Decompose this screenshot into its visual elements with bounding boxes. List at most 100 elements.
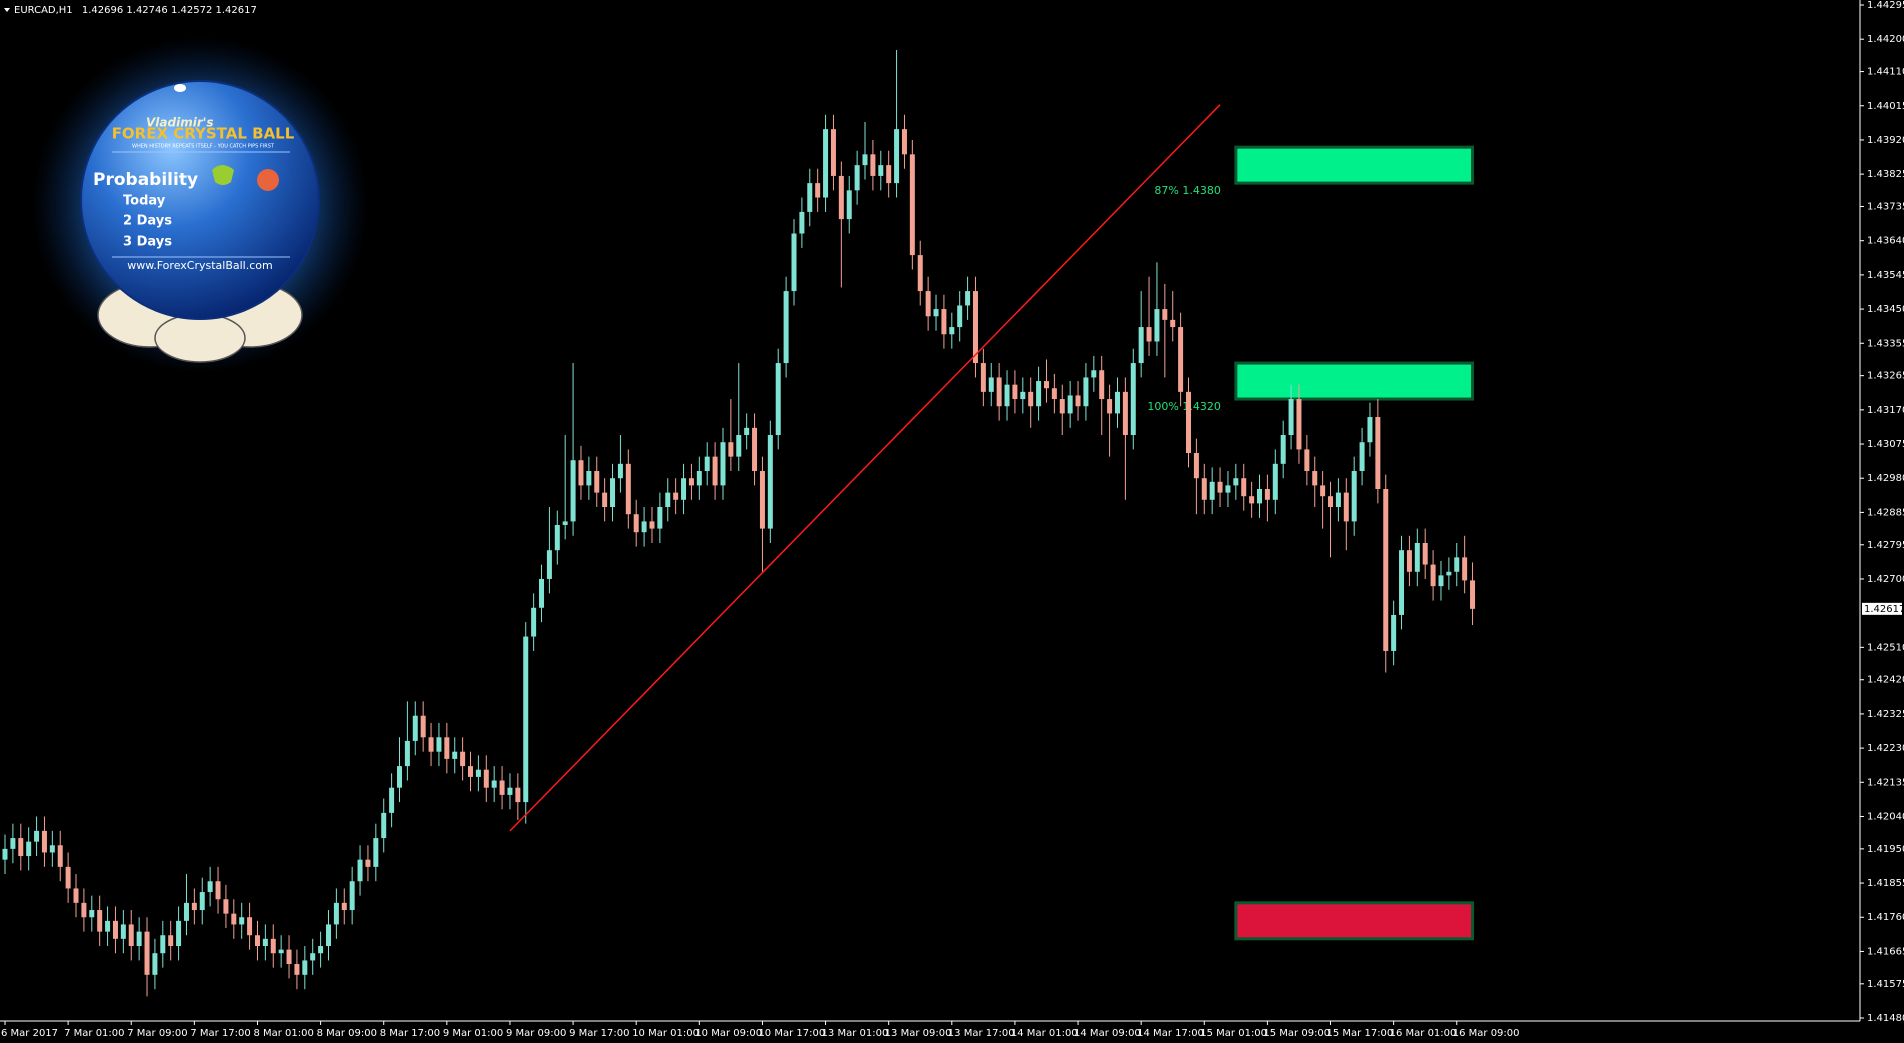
candle-body [1130,363,1136,436]
candle-body [199,892,205,911]
y-tick-label: 1.42230 [1867,743,1904,754]
candle-body [1012,384,1018,400]
candle-body [286,949,292,965]
x-tick-label: 14 Mar 17:00 [1137,1028,1204,1039]
candle-body [570,460,576,522]
y-tick-label: 1.42135 [1867,777,1904,788]
candle-body [886,165,892,184]
candle-body [223,899,229,914]
y-tick-label: 1.43355 [1867,338,1904,349]
candle-body [373,838,379,867]
x-tick-label: 13 Mar 09:00 [885,1028,952,1039]
candle-body [712,456,718,486]
candle-body [1406,550,1412,572]
logo-heading: Probability [93,170,198,190]
candle-body [909,154,915,256]
candle-body [34,830,40,842]
candle-body [97,910,103,932]
candle-body [515,787,521,803]
candle-body [1367,417,1373,443]
candle-body [578,460,584,486]
candle-body [720,442,726,486]
candle-body [1288,399,1294,436]
header-text: EURCAD,H1 1.42696 1.42746 1.42572 1.4261… [14,5,257,16]
candle-body [460,751,466,767]
candle-body [191,902,197,911]
candle-body [673,492,679,500]
candle-body [41,830,47,853]
candle-body [1225,485,1231,493]
x-tick-label: 7 Mar 01:00 [64,1028,124,1039]
candle-body [586,471,592,486]
y-tick-label: 1.43265 [1867,371,1904,382]
candle-body [681,478,687,500]
x-tick-label: 10 Mar 09:00 [695,1028,762,1039]
candle-body [1454,557,1460,572]
candle-body [112,920,118,939]
candle-body [1233,478,1239,486]
candle-body [1343,492,1349,522]
candle-body [744,427,750,436]
candle-body [1446,571,1452,576]
candle-body [1162,309,1168,320]
x-tick-label: 13 Mar 17:00 [948,1028,1015,1039]
logo-row: Today [123,194,166,209]
candle-body [799,211,805,234]
y-tick-label: 1.44200 [1867,34,1904,45]
candle-body [239,917,245,925]
y-tick-label: 1.42040 [1867,811,1904,822]
candle-body [1399,550,1405,615]
candle-body [602,492,608,508]
y-tick-label: 1.44110 [1867,67,1904,78]
candle-body [325,924,331,947]
y-tick-label: 1.42980 [1867,473,1904,484]
candle-body [1430,564,1436,587]
candle-body [468,766,474,777]
y-tick-label: 1.42795 [1867,540,1904,551]
y-tick-label: 1.42325 [1867,709,1904,720]
candle-body [349,881,355,911]
candle-body [207,881,213,893]
zone [1234,145,1475,185]
candle-body [120,924,126,939]
candle-body [791,233,797,292]
candle-body [1107,399,1113,414]
x-tick-label: 16 Mar 01:00 [1390,1028,1457,1039]
x-tick-label: 14 Mar 09:00 [1074,1028,1141,1039]
candle-body [610,478,616,508]
candle-body [1335,492,1341,508]
candle-body [89,910,95,918]
open-value: 1.42696 [82,5,123,16]
candle-body [1272,463,1278,500]
logo-author: Vladimir's [146,116,214,130]
candle-body [1170,319,1176,328]
candle-body [736,435,742,457]
candle-body [1059,399,1065,414]
candle-body [1004,384,1010,407]
candle-body [704,456,710,472]
header-arrow [4,8,10,12]
candle-body [176,920,182,947]
y-tick-label: 1.44295 [1867,0,1904,11]
candle-body [949,327,955,335]
zone-label: 100% 1.4320 [1147,400,1220,413]
candle-body [1020,391,1026,400]
candle-body [444,737,450,759]
candle-body [1067,395,1073,414]
candle-body [523,636,529,803]
candle-body [1186,391,1191,454]
candle-body [625,463,631,515]
bear-icon [257,169,279,191]
y-tick-label: 1.41950 [1867,844,1904,855]
candle-body [1043,381,1049,389]
candle-body [854,165,860,191]
candle-body [483,769,489,788]
candle-body [783,291,789,364]
zone [1234,361,1475,401]
x-tick-label: 10 Mar 01:00 [632,1028,699,1039]
candle-body [917,255,923,292]
candle-body [1099,370,1105,400]
y-tick-label: 1.42420 [1867,675,1904,686]
candle-body [980,363,986,392]
